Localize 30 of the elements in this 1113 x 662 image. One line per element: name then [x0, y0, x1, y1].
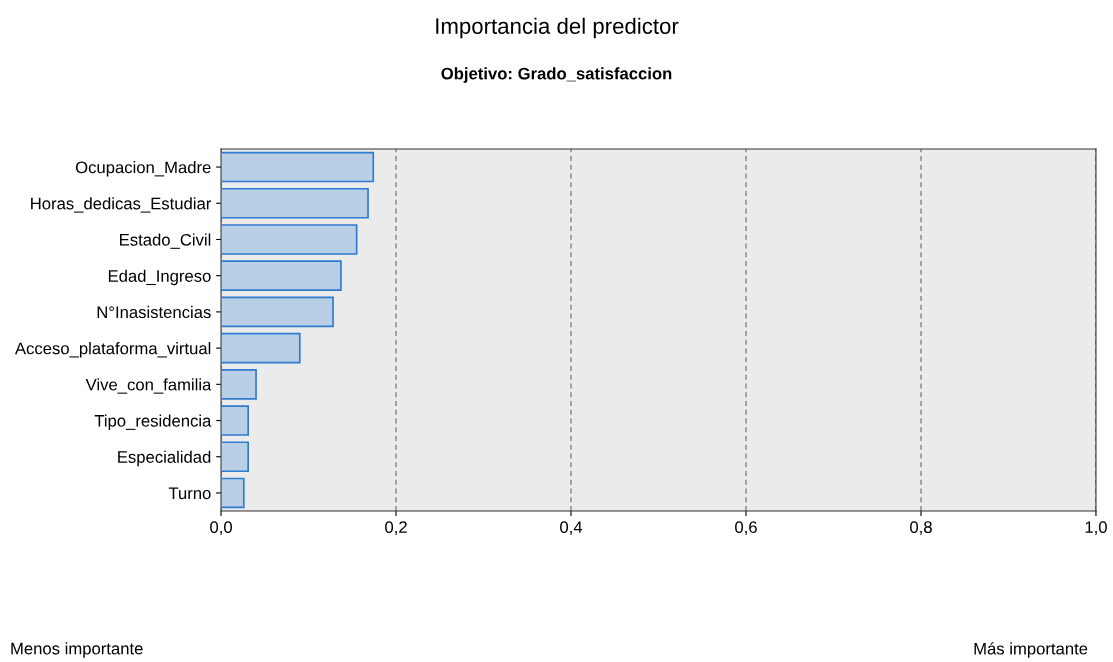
x-tick-label: 1,0 [1085, 521, 1107, 535]
bar [221, 332, 301, 364]
y-tick-label: Vive_con_familia [85, 378, 212, 394]
y-tick-label: Acceso_plataforma_virtual [14, 342, 211, 358]
y-tick-label: Estado_Civil [120, 233, 211, 249]
y-tick-label: N°Inasistencias [97, 305, 211, 319]
x-tick-label: 0,8 [910, 521, 932, 535]
y-tick-label: Ocupacion_Madre [75, 161, 211, 177]
y-tick-label: Tipo_residencia [94, 414, 212, 431]
chart-title: Importancia del predictor [436, 17, 679, 39]
x-tick-label: 0,2 [385, 521, 407, 535]
bar [221, 151, 375, 183]
y-tick-label: Especialidad [118, 450, 211, 467]
x-tick-label: 0,6 [735, 521, 757, 535]
text: Más importante [974, 642, 1088, 658]
x-tick-label: 0,4 [560, 521, 583, 535]
text: Menos importante [11, 642, 143, 658]
y-tick-label: Horas_dedicas_Estudiar [31, 197, 212, 213]
bar [221, 441, 249, 473]
bar [221, 405, 249, 436]
bar [221, 224, 358, 255]
bar [221, 260, 342, 292]
chart-subtitle: Objetivo: Grado_satisfaccion [441, 67, 672, 83]
bar [221, 296, 334, 328]
y-tick-label: Turno [168, 487, 211, 500]
bar [221, 369, 257, 400]
x-tick-label: 0,0 [210, 521, 232, 535]
y-tick-label: Edad_Ingreso [108, 269, 211, 286]
bar [221, 477, 245, 509]
bar [221, 187, 369, 219]
